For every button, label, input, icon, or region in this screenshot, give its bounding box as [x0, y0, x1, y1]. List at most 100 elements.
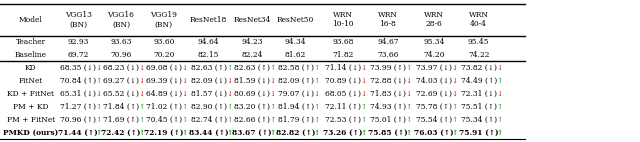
Text: 82.58 (↑): 82.58 (↑)	[278, 64, 314, 72]
Text: 75.01 (↑): 75.01 (↑)	[370, 116, 406, 124]
Text: ↓: ↓	[182, 77, 188, 85]
Text: WRN
16-8: WRN 16-8	[378, 11, 398, 29]
Text: 68.05 (↓): 68.05 (↓)	[325, 90, 361, 98]
Text: PMKD (ours): PMKD (ours)	[3, 129, 58, 137]
Text: 65.31 (↓): 65.31 (↓)	[60, 90, 96, 98]
Text: PM + FitNet: PM + FitNet	[6, 116, 55, 124]
Text: 75.85 (↑): 75.85 (↑)	[368, 129, 408, 137]
Text: 81.94 (↑): 81.94 (↑)	[278, 103, 314, 111]
Text: ↑: ↑	[314, 64, 319, 72]
Text: WRN
28-6: WRN 28-6	[424, 11, 444, 29]
Text: 75.51 (↑): 75.51 (↑)	[461, 103, 497, 111]
Text: 74.93 (↑): 74.93 (↑)	[370, 103, 406, 111]
Text: 82.63 (↑): 82.63 (↑)	[191, 64, 227, 72]
Text: ↓: ↓	[497, 90, 502, 98]
Text: ↓: ↓	[270, 90, 276, 98]
Text: 81.79 (↑): 81.79 (↑)	[278, 116, 314, 124]
Text: 72.88 (↓): 72.88 (↓)	[370, 77, 406, 85]
Text: Model: Model	[19, 16, 43, 24]
Text: 70.96: 70.96	[110, 51, 132, 59]
Text: 65.52 (↓): 65.52 (↓)	[103, 90, 139, 98]
Text: 72.42 (↑): 72.42 (↑)	[101, 129, 141, 137]
Text: ↑: ↑	[314, 116, 319, 124]
Text: 71.27 (↑): 71.27 (↑)	[60, 103, 96, 111]
Text: 81.57 (↓): 81.57 (↓)	[191, 90, 227, 98]
Text: 93.60: 93.60	[153, 38, 175, 46]
Text: ↑: ↑	[139, 129, 145, 137]
Text: ↓: ↓	[452, 64, 458, 72]
Text: 70.20: 70.20	[153, 51, 175, 59]
Text: 82.09 (↑): 82.09 (↑)	[278, 77, 314, 85]
Text: 69.27 (↓): 69.27 (↓)	[103, 77, 139, 85]
Text: 72.19 (↑): 72.19 (↑)	[144, 129, 184, 137]
Text: ↓: ↓	[182, 90, 188, 98]
Text: 94.23: 94.23	[241, 38, 263, 46]
Text: 73.99 (↑): 73.99 (↑)	[370, 64, 406, 72]
Text: 82.66 (↑): 82.66 (↑)	[234, 116, 270, 124]
Text: ↑: ↑	[139, 103, 145, 111]
Text: 70.89 (↓): 70.89 (↓)	[325, 77, 361, 85]
Text: 71.84 (↑): 71.84 (↑)	[103, 103, 139, 111]
Text: ↑: ↑	[227, 64, 232, 72]
Text: 69.72: 69.72	[67, 51, 89, 59]
Text: 79.07 (↓): 79.07 (↓)	[278, 90, 314, 98]
Text: ↑: ↑	[314, 77, 319, 85]
Text: 69.08 (↓): 69.08 (↓)	[146, 64, 182, 72]
Text: ↑: ↑	[227, 129, 232, 137]
Text: KD: KD	[25, 64, 36, 72]
Text: ↑: ↑	[270, 129, 276, 137]
Text: ↓: ↓	[227, 77, 232, 85]
Text: ↓: ↓	[406, 90, 412, 98]
Text: ↑: ↑	[314, 129, 319, 137]
Text: ↑: ↑	[361, 129, 367, 137]
Text: 81.62: 81.62	[285, 51, 307, 59]
Text: PM + KD: PM + KD	[13, 103, 49, 111]
Text: WRN
10-10: WRN 10-10	[332, 11, 354, 29]
Text: ↓: ↓	[96, 64, 102, 72]
Text: 71.69 (↑): 71.69 (↑)	[103, 116, 139, 124]
Text: ↑: ↑	[406, 129, 412, 137]
Text: FitNet: FitNet	[19, 77, 43, 85]
Text: 83.44 (↑): 83.44 (↑)	[189, 129, 228, 137]
Text: 74.22: 74.22	[468, 51, 490, 59]
Text: ↑: ↑	[406, 103, 412, 111]
Text: 82.24: 82.24	[241, 51, 263, 59]
Text: VGG13
(BN): VGG13 (BN)	[65, 11, 92, 29]
Text: 71.44 (↑): 71.44 (↑)	[58, 129, 98, 137]
Text: 92.93: 92.93	[67, 38, 89, 46]
Text: 95.45: 95.45	[468, 38, 490, 46]
Text: KD + FitNet: KD + FitNet	[7, 90, 54, 98]
Text: 93.68: 93.68	[332, 38, 354, 46]
Text: 93.63: 93.63	[110, 38, 132, 46]
Text: VGG16
(BN): VGG16 (BN)	[108, 11, 134, 29]
Text: 82.15: 82.15	[198, 51, 220, 59]
Text: 71.14 (↓): 71.14 (↓)	[325, 64, 361, 72]
Text: ↑: ↑	[270, 64, 276, 72]
Text: ↑: ↑	[270, 103, 276, 111]
Text: ↓: ↓	[139, 77, 145, 85]
Text: 71.82: 71.82	[332, 51, 354, 59]
Text: ↓: ↓	[139, 90, 145, 98]
Text: 72.11 (↑): 72.11 (↑)	[325, 103, 361, 111]
Text: ↑: ↑	[497, 103, 502, 111]
Text: 73.66: 73.66	[377, 51, 399, 59]
Text: 68.35 (↓): 68.35 (↓)	[60, 64, 96, 72]
Text: ↓: ↓	[406, 77, 412, 85]
Text: 82.82 (↑): 82.82 (↑)	[276, 129, 316, 137]
Text: 76.03 (↑): 76.03 (↑)	[414, 129, 454, 137]
Text: 73.97 (↓): 73.97 (↓)	[416, 64, 452, 72]
Text: 83.20 (↑): 83.20 (↑)	[234, 103, 270, 111]
Text: ResNet18: ResNet18	[190, 16, 227, 24]
Text: ResNet50: ResNet50	[277, 16, 314, 24]
Text: 94.67: 94.67	[377, 38, 399, 46]
Text: 74.20: 74.20	[423, 51, 445, 59]
Text: ↓: ↓	[96, 90, 102, 98]
Text: 68.23 (↓): 68.23 (↓)	[103, 64, 139, 72]
Text: ↑: ↑	[406, 64, 412, 72]
Text: 73.26 (↑): 73.26 (↑)	[323, 129, 363, 137]
Text: ↑: ↑	[182, 129, 188, 137]
Text: ↑: ↑	[96, 103, 102, 111]
Text: ↑: ↑	[270, 116, 276, 124]
Text: ↑: ↑	[314, 103, 319, 111]
Text: ↑: ↑	[452, 129, 458, 137]
